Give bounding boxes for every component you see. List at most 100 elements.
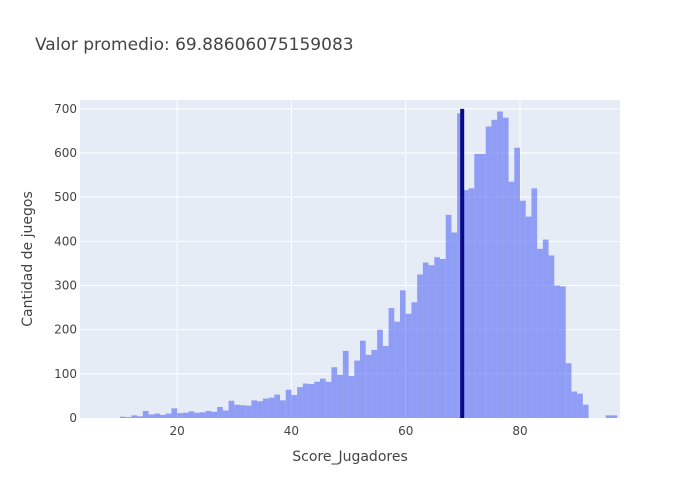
histogram-bar: [274, 394, 280, 418]
histogram-bar: [188, 411, 195, 418]
histogram-bar: [171, 408, 178, 418]
histogram-bar: [417, 274, 423, 418]
histogram-bar: [211, 411, 218, 418]
histogram-bar: [394, 321, 400, 418]
histogram-bar: [508, 181, 515, 418]
y-tick-label: 600: [54, 146, 77, 160]
histogram-bar: [268, 397, 275, 418]
histogram-bar: [325, 381, 332, 418]
histogram-bar: [497, 111, 503, 418]
histogram-bar: [577, 393, 583, 418]
x-axis-title: Score_Jugadores: [292, 449, 408, 465]
histogram-bars: [120, 111, 618, 419]
histogram-bar: [228, 400, 235, 418]
histogram-bar: [445, 214, 452, 418]
x-tick-label: 80: [512, 424, 527, 438]
histogram-bar: [480, 153, 486, 418]
histogram-bar: [462, 190, 469, 418]
histogram-bar: [177, 413, 183, 418]
histogram-bar: [348, 376, 355, 418]
histogram-bar: [354, 360, 360, 418]
y-tick-label: 300: [54, 279, 77, 293]
y-tick-label: 700: [54, 102, 77, 116]
histogram-bar: [554, 285, 560, 418]
histogram-bar: [468, 188, 475, 418]
histogram-bar: [525, 216, 532, 418]
histogram-bar: [245, 405, 252, 418]
histogram-bar: [154, 413, 160, 418]
histogram-bar: [382, 346, 389, 418]
histogram-bar: [434, 257, 440, 418]
histogram-bar: [280, 400, 286, 418]
histogram-bar: [240, 405, 246, 418]
histogram-bar: [571, 391, 578, 418]
histogram-bar: [542, 239, 549, 418]
histogram-bar: [474, 153, 480, 418]
histogram-bar: [160, 414, 166, 418]
histogram-bar: [502, 117, 509, 419]
histogram-bar: [234, 404, 240, 418]
histogram-bar: [388, 308, 395, 418]
histogram-bar: [205, 410, 212, 418]
x-tick-label: 40: [284, 424, 299, 438]
x-tick-label: 60: [398, 424, 413, 438]
histogram-bar: [531, 188, 538, 418]
histogram-bar: [182, 412, 189, 418]
histogram-bar: [405, 313, 412, 418]
y-tick-label: 0: [69, 411, 77, 425]
histogram-bar: [360, 340, 366, 418]
histogram-bar: [142, 410, 149, 418]
histogram-bar: [457, 113, 463, 418]
histogram-bar: [560, 286, 566, 418]
histogram-bar: [125, 417, 132, 418]
histogram-bar: [217, 406, 223, 418]
histogram-bar: [565, 363, 572, 418]
histogram-bar: [611, 415, 618, 418]
histogram-bar: [548, 255, 555, 418]
histogram-bar: [262, 398, 269, 418]
histogram-bar: [428, 265, 435, 418]
histogram-bar: [251, 400, 258, 418]
histogram-bar: [297, 387, 303, 418]
x-tick-label: 20: [170, 424, 185, 438]
histogram-bar: [400, 290, 406, 418]
histogram-bar: [520, 200, 526, 418]
histogram-bar: [365, 354, 372, 418]
histogram-bar: [537, 248, 543, 418]
histogram-bar: [131, 415, 138, 418]
histogram-bar: [440, 259, 446, 418]
histogram-bar: [285, 389, 292, 418]
histogram-bar: [337, 374, 343, 418]
histogram-bar: [291, 395, 298, 418]
histogram-bar: [342, 350, 349, 418]
y-tick-label: 500: [54, 190, 77, 204]
y-tick-label: 200: [54, 323, 77, 337]
histogram-bar: [302, 383, 309, 418]
histogram-bar: [308, 383, 315, 418]
histogram-bar: [485, 126, 492, 418]
y-tick-label: 400: [54, 234, 77, 248]
y-axis-ticks: 0 100 200 300 400 500 600 700: [54, 102, 77, 425]
y-axis-title: Cantidad de juegos: [20, 191, 36, 326]
histogram-bar: [422, 262, 429, 418]
histogram-bar: [605, 415, 612, 418]
chart-title: Valor promedio: 69.88606075159083: [35, 35, 354, 55]
x-axis-ticks: 20 40 60 80: [170, 424, 528, 438]
histogram-bar: [331, 367, 338, 418]
histogram-bar: [165, 413, 172, 418]
histogram-bar: [137, 416, 143, 418]
histogram-bar: [451, 232, 458, 418]
histogram-bar: [320, 378, 326, 418]
histogram-bar: [491, 119, 498, 418]
histogram-bar: [582, 404, 589, 418]
histogram-bar: [411, 302, 418, 418]
histogram-bar: [222, 410, 229, 418]
histogram-bar: [200, 412, 206, 418]
histogram-bar: [148, 414, 155, 418]
histogram-bar: [377, 329, 383, 418]
histogram-bar: [514, 147, 520, 418]
y-tick-label: 100: [54, 367, 77, 381]
histogram-bar: [314, 381, 320, 418]
histogram-bar: [257, 401, 263, 418]
